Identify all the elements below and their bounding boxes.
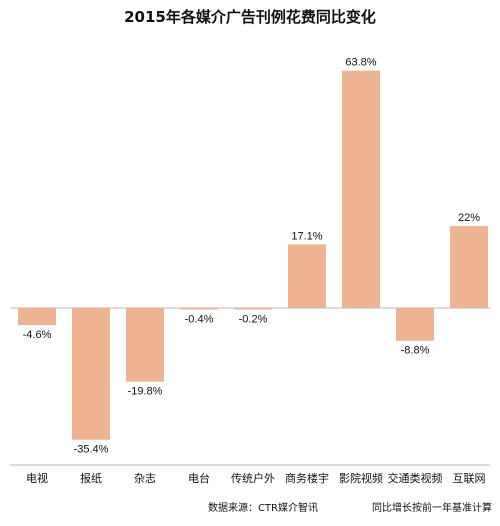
category-label-transport-video: 交通类视频 [388,471,443,485]
value-label-cinema-video: 63.8% [345,57,376,69]
value-label-radio: -0.4% [185,314,214,326]
bars-group [18,70,488,440]
bar-tv [18,308,56,326]
bar-transport-video [396,308,434,341]
value-label-newspaper: -35.4% [74,444,109,456]
category-label-radio: 电台 [188,471,210,485]
value-label-tv: -4.6% [23,329,52,341]
value-label-internet: 22% [458,212,480,224]
footnote-note: 同比增长按前一年基准计算 [372,501,492,514]
value-labels-group: -4.6% -35.4% -19.8% -0.4% -0.2% 17.1% 63.8% -8.… [23,57,481,456]
category-label-cinema-video: 影院视频 [339,471,383,485]
value-label-transport-video: -8.8% [401,345,430,357]
value-label-traditional-outdoor: -0.2% [239,314,268,326]
category-label-magazine: 杂志 [134,472,156,485]
bar-magazine [126,308,164,382]
source-note: 数据来源：CTR媒介智讯 [208,501,318,514]
category-label-tv: 电视 [26,471,48,485]
chart-title: 2015年各媒介广告刊例花费同比变化 [124,8,376,26]
category-labels-group: 电视 报纸 杂志 电台 传统户外 商务楼宇 影院视频 交通类视频 互联网 [26,471,486,485]
value-label-magazine: -19.8% [128,386,163,398]
bar-commercial-building [288,244,326,308]
value-label-commercial-building: 17.1% [291,230,322,242]
category-label-traditional-outdoor: 传统户外 [231,471,275,485]
category-label-commercial-building: 商务楼宇 [285,471,329,485]
bar-cinema-video [342,70,380,308]
category-label-newspaper: 报纸 [80,471,102,485]
bar-radio [180,308,218,310]
bar-newspaper [72,308,110,440]
bar-traditional-outdoor [234,308,272,310]
category-label-internet: 互联网 [453,472,486,485]
bar-internet [450,226,488,308]
